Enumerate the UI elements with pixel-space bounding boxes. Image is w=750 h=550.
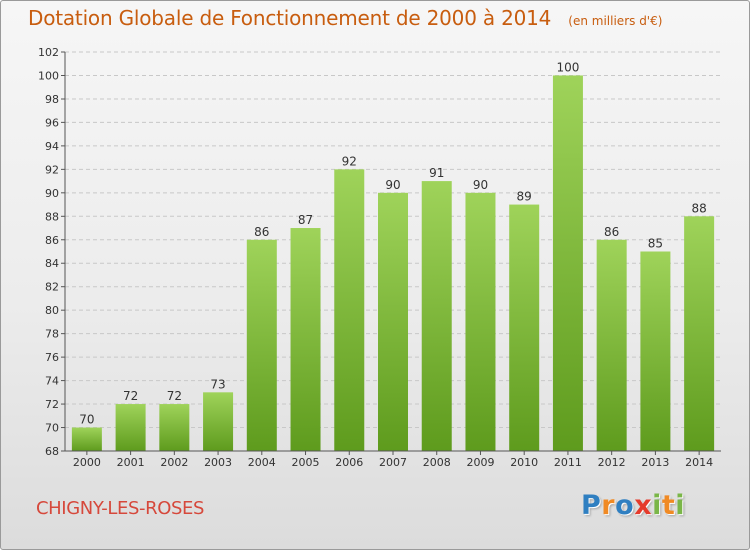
x-tick-label: 2004 — [248, 456, 276, 469]
bar-2006 — [334, 169, 365, 451]
bar-value-label: 72 — [167, 389, 182, 403]
x-tick-label: 2010 — [510, 456, 538, 469]
logo-letter: i — [652, 490, 662, 521]
y-tick-label: 88 — [45, 210, 59, 223]
x-tick-label: 2012 — [598, 456, 626, 469]
bar-2014 — [684, 216, 715, 451]
bar-value-label: 72 — [123, 389, 138, 403]
x-tick-label: 2001 — [117, 456, 145, 469]
x-axis-ticks: 2000 2001 2002 2003 2004 2005 2006 2007 2008 2009… — [73, 451, 713, 469]
y-tick-label: 76 — [45, 351, 59, 364]
y-tick-label: 94 — [45, 140, 59, 153]
x-tick-label: 2014 — [685, 456, 713, 469]
bar-2004 — [246, 239, 277, 451]
bar-2012 — [596, 239, 627, 451]
bar-value-label: 86 — [604, 225, 619, 239]
y-tick-label: 74 — [45, 375, 59, 388]
y-tick-label: 84 — [45, 257, 59, 270]
y-tick-label: 102 — [38, 46, 59, 59]
bar-value-label: 70 — [79, 413, 94, 427]
bar-value-label: 90 — [385, 178, 400, 192]
bar-value-label: 91 — [429, 166, 444, 180]
bar-value-labels: 70 72 72 73 86 87 92 90 91 90 89 100 86 85 88 — [79, 60, 707, 426]
chart-unit-note: (en milliers d'€) — [568, 14, 663, 28]
x-tick-label: 2007 — [379, 456, 407, 469]
bar-2010 — [509, 204, 540, 451]
y-tick-label: 78 — [45, 328, 59, 341]
y-tick-label: 98 — [45, 93, 59, 106]
x-tick-label: 2008 — [423, 456, 451, 469]
x-tick-label: 2000 — [73, 456, 101, 469]
logo-letter: o — [615, 490, 635, 521]
chart-title: Dotation Globale de Fonctionnement de 20… — [28, 6, 552, 30]
bar-value-label: 90 — [473, 178, 488, 192]
logo-letter: i — [675, 490, 686, 521]
y-axis-ticks: 68 70 72 74 76 78 80 82 84 86 88 90 92 94 96 98 100 102 — [38, 46, 65, 458]
bar-2009 — [465, 192, 496, 451]
logo-letter: P — [581, 490, 602, 521]
y-tick-label: 70 — [45, 422, 59, 435]
bar-2005 — [290, 228, 321, 451]
bar-value-label: 89 — [517, 190, 532, 204]
y-tick-label: 72 — [45, 398, 59, 411]
x-tick-label: 2006 — [335, 456, 363, 469]
y-tick-label: 68 — [45, 445, 59, 458]
x-tick-label: 2011 — [554, 456, 582, 469]
title-row: Dotation Globale de Fonctionnement de 20… — [28, 6, 662, 30]
bar-2007 — [378, 192, 408, 451]
y-tick-label: 92 — [45, 163, 59, 176]
bar-value-label: 86 — [254, 225, 269, 239]
logo-letter: x — [634, 490, 653, 521]
y-tick-label: 80 — [45, 304, 59, 317]
bar-2011 — [552, 75, 583, 452]
y-tick-label: 100 — [38, 69, 59, 82]
bars — [71, 75, 715, 452]
bar-2003 — [203, 392, 234, 451]
bar-2002 — [159, 404, 190, 451]
bar-value-label: 85 — [648, 237, 663, 251]
bar-value-label: 88 — [691, 201, 706, 215]
bar-value-label: 100 — [556, 60, 579, 74]
bar-value-label: 73 — [210, 377, 225, 391]
x-tick-label: 2003 — [204, 456, 232, 469]
bar-value-label: 87 — [298, 213, 313, 227]
bar-value-label: 92 — [342, 154, 357, 168]
y-tick-label: 86 — [45, 234, 59, 247]
logo-letter: t — [661, 490, 676, 521]
commune-name: CHIGNY-LES-ROSES — [36, 498, 205, 519]
y-tick-label: 96 — [45, 116, 59, 129]
proxiti-logo: Proxiti — [581, 490, 685, 521]
x-tick-label: 2013 — [641, 456, 669, 469]
bar-2013 — [640, 251, 671, 451]
x-tick-label: 2002 — [160, 456, 188, 469]
logo-letter: r — [601, 490, 616, 521]
y-tick-label: 82 — [45, 281, 59, 294]
x-tick-label: 2009 — [466, 456, 494, 469]
bar-2001 — [115, 404, 146, 451]
bar-2008 — [421, 181, 452, 451]
y-tick-label: 90 — [45, 187, 59, 200]
bar-2000 — [71, 427, 102, 451]
x-tick-label: 2005 — [292, 456, 320, 469]
